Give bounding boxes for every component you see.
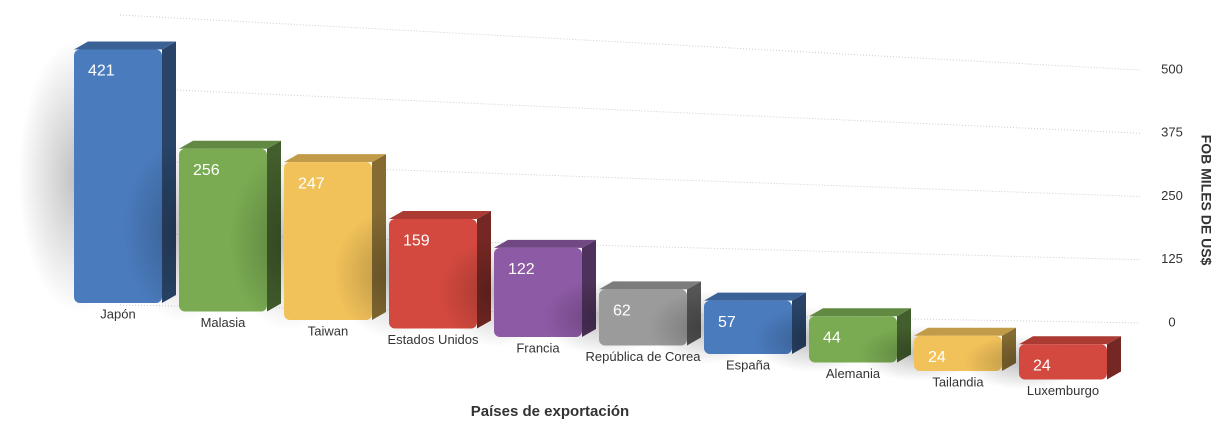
bar-top [599,281,701,290]
y-axis-title: FOB MILES DE US$ [1198,135,1214,266]
bar-side [1107,336,1121,380]
value-label: 421 [88,63,115,80]
bar [1019,344,1107,380]
grid-line [119,14,1141,71]
bar-top [1019,336,1121,345]
grid-line [119,159,1141,197]
bar-top [914,327,1016,336]
bar-top [284,154,386,163]
value-label: 24 [1033,358,1051,375]
x-axis-title: Países de exportación [471,403,629,420]
x-tick-label: Francia [516,340,560,355]
x-tick-label: Luxemburgo [1027,383,1099,398]
value-label: 44 [823,330,841,347]
x-tick-label: Taiwan [308,323,348,338]
y-tick-label: 250 [1161,188,1183,203]
bar-top [809,308,911,317]
y-tick-label: 0 [1168,314,1175,329]
grid-line [119,232,1141,261]
y-tick-label: 375 [1161,125,1183,140]
bar-top [74,41,176,50]
y-tick-label: 125 [1161,251,1183,266]
bar-top [704,292,806,301]
grid-line [119,87,1141,134]
bar-top [179,140,281,149]
value-label: 247 [298,175,325,192]
x-tick-label: Estados Unidos [387,332,479,347]
bar-top [389,211,491,220]
value-label: 256 [193,162,220,179]
y-tick-label: 500 [1161,61,1183,76]
x-tick-label: España [726,357,771,372]
x-tick-label: Alemania [826,366,881,381]
value-label: 122 [508,261,535,278]
value-label: 159 [403,232,430,249]
x-tick-label: Tailandia [932,374,984,389]
x-tick-label: Malasia [201,315,247,330]
x-tick-label: Japón [100,306,135,321]
value-label: 24 [928,349,946,366]
value-label: 57 [718,314,736,331]
value-label: 62 [613,303,631,320]
bar-top [494,239,596,248]
